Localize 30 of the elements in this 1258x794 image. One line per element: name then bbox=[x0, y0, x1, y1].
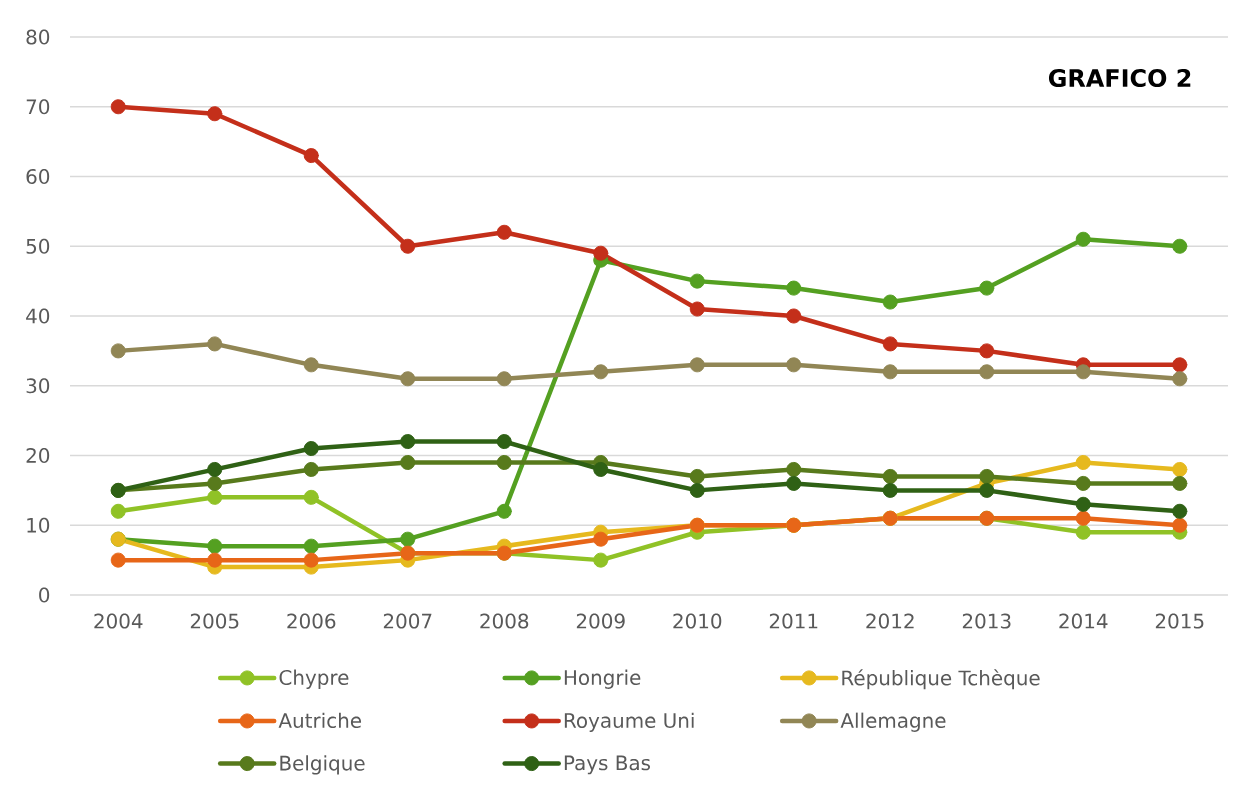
x-tick-label: 2012 bbox=[866, 613, 914, 629]
text: GRAFICO 2 bbox=[1048, 68, 1191, 88]
x-tick-label: 2006 bbox=[287, 613, 336, 629]
legend-label: Belgique bbox=[280, 755, 365, 775]
legend-label: Autriche bbox=[278, 712, 362, 729]
legend-label: Pays Bas bbox=[564, 755, 651, 775]
x-tick-label: 2008 bbox=[480, 613, 529, 629]
y-tick-label: 30 bbox=[26, 378, 50, 394]
y-tick-label: 50 bbox=[26, 238, 50, 254]
x-tick-label: 2013 bbox=[962, 613, 1011, 629]
legend-label: Hongrie bbox=[564, 669, 641, 689]
y-tick-label: 20 bbox=[26, 447, 50, 464]
y-tick-label: 40 bbox=[26, 308, 50, 324]
x-tick-label: 2015 bbox=[1155, 613, 1204, 629]
x-tick-label: 2009 bbox=[576, 613, 625, 629]
x-tick-label: 2011 bbox=[769, 613, 818, 629]
legend-label: Royaume Uni bbox=[564, 712, 694, 732]
x-tick-label: 2007 bbox=[383, 613, 432, 629]
y-tick-label: 60 bbox=[26, 168, 50, 185]
x-tick-label: 2010 bbox=[673, 613, 722, 629]
y-tick-label: 80 bbox=[26, 29, 50, 45]
x-tick-label: 2014 bbox=[1059, 613, 1108, 629]
legend-label: Chypre bbox=[279, 669, 349, 689]
y-tick-label: 0 bbox=[39, 587, 50, 603]
legend-label: Allemagne bbox=[840, 712, 946, 732]
y-tick-label: 70 bbox=[26, 99, 50, 115]
x-tick-label: 2004 bbox=[94, 613, 143, 629]
x-tick-label: 2005 bbox=[190, 613, 239, 629]
legend-label: République Tchèque bbox=[842, 669, 1040, 690]
y-tick-label: 10 bbox=[27, 517, 50, 533]
